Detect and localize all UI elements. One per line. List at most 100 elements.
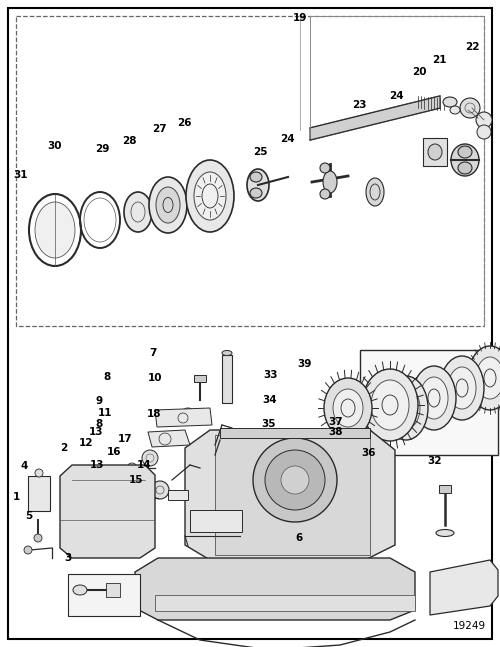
Text: 8: 8 bbox=[104, 371, 111, 382]
Text: 16: 16 bbox=[107, 446, 121, 457]
Text: 1: 1 bbox=[12, 492, 20, 502]
Text: 15: 15 bbox=[129, 475, 144, 485]
Text: 4: 4 bbox=[20, 461, 28, 471]
Ellipse shape bbox=[451, 144, 479, 176]
Polygon shape bbox=[185, 430, 395, 560]
Text: 33: 33 bbox=[264, 370, 278, 380]
Bar bbox=[190, 510, 242, 532]
Polygon shape bbox=[135, 558, 415, 620]
Text: 25: 25 bbox=[253, 147, 267, 157]
Ellipse shape bbox=[156, 187, 180, 223]
Text: 13: 13 bbox=[90, 459, 105, 470]
Text: 11: 11 bbox=[98, 408, 112, 418]
Polygon shape bbox=[60, 465, 155, 558]
Text: 24: 24 bbox=[388, 91, 404, 101]
Text: 19249: 19249 bbox=[452, 621, 486, 631]
Ellipse shape bbox=[250, 172, 262, 182]
Ellipse shape bbox=[420, 377, 448, 419]
Ellipse shape bbox=[458, 162, 472, 174]
Bar bbox=[339, 456, 351, 464]
Text: 37: 37 bbox=[328, 417, 344, 427]
Text: 20: 20 bbox=[412, 67, 426, 78]
Text: 27: 27 bbox=[152, 124, 166, 135]
Bar bbox=[168, 490, 188, 500]
Ellipse shape bbox=[323, 171, 337, 193]
Text: 31: 31 bbox=[14, 170, 28, 180]
Text: 38: 38 bbox=[329, 427, 343, 437]
Ellipse shape bbox=[384, 376, 428, 440]
Circle shape bbox=[151, 481, 169, 499]
Text: 13: 13 bbox=[89, 427, 104, 437]
Ellipse shape bbox=[436, 529, 454, 536]
Ellipse shape bbox=[320, 189, 330, 199]
Ellipse shape bbox=[366, 178, 384, 206]
Polygon shape bbox=[310, 96, 440, 140]
Text: 2: 2 bbox=[60, 443, 68, 453]
Text: 34: 34 bbox=[262, 395, 278, 405]
Text: 6: 6 bbox=[296, 533, 302, 543]
Polygon shape bbox=[148, 430, 190, 447]
Ellipse shape bbox=[222, 351, 232, 355]
Circle shape bbox=[476, 112, 492, 128]
Circle shape bbox=[35, 469, 43, 477]
Ellipse shape bbox=[73, 585, 87, 595]
Text: 35: 35 bbox=[262, 419, 276, 429]
Ellipse shape bbox=[371, 380, 409, 430]
Circle shape bbox=[127, 463, 137, 473]
Ellipse shape bbox=[362, 369, 418, 441]
Polygon shape bbox=[155, 408, 212, 427]
Bar bbox=[106, 583, 120, 597]
Polygon shape bbox=[430, 560, 498, 615]
Circle shape bbox=[142, 450, 158, 466]
Circle shape bbox=[281, 466, 309, 494]
Circle shape bbox=[477, 125, 491, 139]
Text: 14: 14 bbox=[136, 459, 152, 470]
Text: 10: 10 bbox=[148, 373, 162, 384]
Ellipse shape bbox=[320, 163, 330, 173]
Ellipse shape bbox=[450, 106, 460, 114]
Circle shape bbox=[265, 450, 325, 510]
Circle shape bbox=[131, 493, 141, 503]
Bar bbox=[194, 375, 206, 382]
Bar bbox=[155, 595, 415, 611]
Ellipse shape bbox=[443, 97, 457, 107]
Text: 28: 28 bbox=[122, 136, 136, 146]
Ellipse shape bbox=[468, 346, 500, 410]
Circle shape bbox=[181, 408, 195, 422]
Ellipse shape bbox=[186, 160, 234, 232]
Ellipse shape bbox=[149, 177, 187, 233]
Bar bbox=[222, 355, 232, 403]
Circle shape bbox=[337, 439, 359, 461]
Bar bbox=[423, 138, 447, 166]
Text: 32: 32 bbox=[428, 455, 442, 466]
Text: 22: 22 bbox=[465, 41, 480, 52]
Ellipse shape bbox=[124, 192, 152, 232]
Circle shape bbox=[460, 98, 480, 118]
Text: 19: 19 bbox=[293, 13, 307, 23]
Ellipse shape bbox=[247, 169, 269, 201]
Ellipse shape bbox=[476, 357, 500, 399]
Text: 9: 9 bbox=[96, 396, 102, 406]
Bar bbox=[439, 485, 451, 493]
Ellipse shape bbox=[440, 356, 484, 420]
Bar bbox=[360, 350, 498, 455]
Text: 7: 7 bbox=[149, 347, 156, 358]
Text: 21: 21 bbox=[432, 54, 446, 65]
Text: 39: 39 bbox=[297, 358, 311, 369]
Text: 30: 30 bbox=[48, 140, 62, 151]
Text: 17: 17 bbox=[118, 433, 132, 444]
Ellipse shape bbox=[458, 146, 472, 158]
Ellipse shape bbox=[428, 144, 442, 160]
Circle shape bbox=[24, 546, 32, 554]
Ellipse shape bbox=[448, 367, 476, 409]
Bar bbox=[220, 428, 370, 438]
Ellipse shape bbox=[250, 188, 262, 198]
Text: 12: 12 bbox=[79, 438, 93, 448]
Text: 3: 3 bbox=[64, 553, 71, 563]
Text: 8: 8 bbox=[96, 419, 102, 429]
Bar bbox=[28, 476, 50, 511]
Text: 18: 18 bbox=[147, 409, 161, 419]
Bar bbox=[16, 16, 484, 326]
Text: 23: 23 bbox=[352, 100, 366, 110]
Text: 5: 5 bbox=[26, 511, 32, 521]
